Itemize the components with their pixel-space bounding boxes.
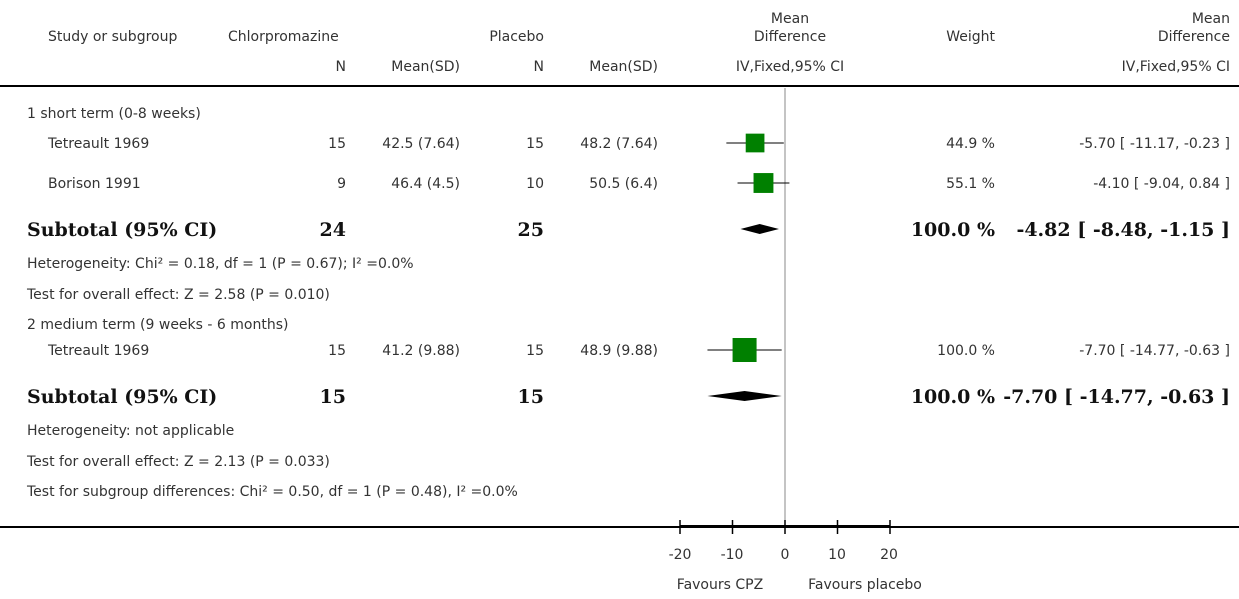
overall-effect-2: Test for overall effect: Z = 2.13 (P = 0… <box>27 454 330 470</box>
header-mean1: Mean(SD) <box>391 59 460 75</box>
subtotal-diamond <box>740 224 779 234</box>
subtotal-ci: -4.82 [ -8.48, -1.15 ] <box>1016 219 1230 241</box>
heterogeneity-2: Heterogeneity: not applicable <box>27 423 235 439</box>
header-group-placebo: Placebo <box>489 29 544 45</box>
study-n2: 15 <box>526 136 544 152</box>
subtotal-label: Subtotal (95% CI) <box>27 219 218 241</box>
study-name: Tetreault 1969 <box>48 343 150 359</box>
axis-tick-label: 10 <box>828 547 846 563</box>
study-mean1: 46.4 (4.5) <box>391 176 460 192</box>
header-mean2: Mean(SD) <box>589 59 658 75</box>
study-mean2: 50.5 (6.4) <box>589 176 658 192</box>
subtotal-n1: 24 <box>319 219 346 241</box>
axis-tick-label: 0 <box>780 547 790 563</box>
header-method: IV,Fixed,95% CI <box>735 59 845 75</box>
subtotal-diamond <box>707 391 782 401</box>
header-method2: IV,Fixed,95% CI <box>1121 59 1230 75</box>
subtotal-n2: 25 <box>517 219 544 241</box>
header-group-chlorpromazine: Chlorpromazine <box>228 29 339 45</box>
study-weight: 55.1 % <box>946 176 995 192</box>
subgroup-1-title: 1 short term (0-8 weeks) <box>27 106 201 122</box>
subtotal-ci: -7.70 [ -14.77, -0.63 ] <box>1003 386 1230 408</box>
overall-effect-1: Test for overall effect: Z = 2.58 (P = 0… <box>27 287 330 303</box>
header-md2-line2: Difference <box>1157 29 1230 45</box>
study-n2: 10 <box>526 176 544 192</box>
header-md2-line1: Mean <box>1191 11 1230 27</box>
study-ci: -7.70 [ -14.77, -0.63 ] <box>1079 343 1230 359</box>
header-rule <box>0 85 1239 87</box>
study-weight: 44.9 % <box>946 136 995 152</box>
header-n2: N <box>533 59 544 75</box>
bottom-rule <box>0 526 1239 528</box>
subgroup-2-title: 2 medium term (9 weeks - 6 months) <box>27 317 289 333</box>
subtotal-weight: 100.0 % <box>910 219 995 241</box>
axis-tick-label: -10 <box>720 547 744 563</box>
header-n1: N <box>335 59 346 75</box>
heterogeneity-1: Heterogeneity: Chi² = 0.18, df = 1 (P = … <box>27 256 414 272</box>
study-n1: 9 <box>337 176 346 192</box>
favours-placebo-label: Favours placebo <box>808 577 922 593</box>
favours-cpz-label: Favours CPZ <box>676 577 764 593</box>
axis-tick-label: 20 <box>880 547 898 563</box>
subgroup-differences-test: Test for subgroup differences: Chi² = 0.… <box>27 484 518 500</box>
study-marker <box>753 173 774 193</box>
header-weight: Weight <box>946 29 995 45</box>
subtotal-n2: 15 <box>517 386 544 408</box>
study-ci: -4.10 [ -9.04, 0.84 ] <box>1093 176 1230 192</box>
subtotal-weight: 100.0 % <box>910 386 995 408</box>
study-n2: 15 <box>526 343 544 359</box>
axis-tick-label: -20 <box>668 547 692 563</box>
study-name: Tetreault 1969 <box>48 136 150 152</box>
study-mean2: 48.2 (7.64) <box>580 136 658 152</box>
header-md-line2: Difference <box>753 29 827 45</box>
subtotal-n1: 15 <box>319 386 346 408</box>
subtotal-label: Subtotal (95% CI) <box>27 386 218 408</box>
header-study: Study or subgroup <box>48 29 178 45</box>
study-name: Borison 1991 <box>48 176 141 192</box>
study-n1: 15 <box>328 136 346 152</box>
study-mean1: 42.5 (7.64) <box>382 136 460 152</box>
study-marker <box>745 133 765 153</box>
study-weight: 100.0 % <box>937 343 995 359</box>
study-mean1: 41.2 (9.88) <box>382 343 460 359</box>
study-mean2: 48.9 (9.88) <box>580 343 658 359</box>
study-ci: -5.70 [ -11.17, -0.23 ] <box>1079 136 1230 152</box>
study-marker <box>732 338 757 362</box>
header-md-line1: Mean <box>770 11 810 27</box>
study-n1: 15 <box>328 343 346 359</box>
